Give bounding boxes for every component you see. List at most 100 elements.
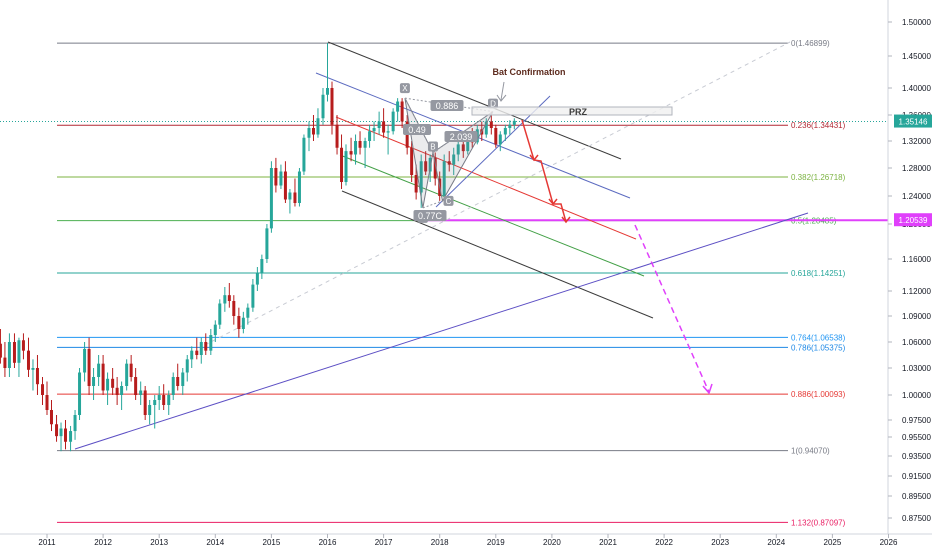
candle-body <box>349 151 353 155</box>
candle-body <box>302 137 306 172</box>
pattern-point-badge <box>399 83 410 94</box>
candle-body <box>83 348 87 373</box>
candle-body <box>190 350 194 360</box>
channel-lower-line <box>339 154 645 277</box>
fib-label-0: 0(1.46899) <box>791 39 830 48</box>
fib-label-0.382: 0.382(1.26718) <box>791 173 846 182</box>
projection-path-magenta <box>634 224 710 393</box>
candle-body <box>199 342 203 355</box>
candle-body <box>21 340 25 351</box>
candle-body <box>377 121 381 128</box>
pattern-ratio-badge <box>444 131 478 142</box>
y-tick-label: 1.06000 <box>902 338 931 347</box>
candle-body <box>400 101 404 122</box>
candle-body <box>185 359 189 373</box>
candle-body <box>55 424 59 437</box>
x-tick-label: 2026 <box>880 538 898 547</box>
candle-body <box>279 171 283 186</box>
pattern-ratio-badge <box>430 100 464 111</box>
candle-body <box>209 335 213 351</box>
candle-body <box>330 88 334 125</box>
candle-body <box>26 350 30 370</box>
pattern-ratio-label: 0.886 <box>436 101 459 111</box>
candle-body <box>218 303 222 325</box>
candle-body <box>101 363 105 391</box>
candle-body <box>35 368 39 385</box>
candle-body <box>227 295 231 301</box>
candle-body <box>307 128 311 138</box>
channel-median-line <box>335 116 637 240</box>
candle-body <box>419 161 423 193</box>
candle-body <box>498 134 502 145</box>
candle-body <box>3 357 7 368</box>
candle-body <box>274 168 278 186</box>
candle-body <box>120 386 124 395</box>
fib-label-1: 1(0.94070) <box>791 447 830 456</box>
candle-body <box>78 372 82 415</box>
candle-body <box>335 124 339 148</box>
candle-body <box>414 175 418 193</box>
candle-body <box>396 101 400 112</box>
candle-body <box>386 131 390 133</box>
candle-body <box>410 147 414 175</box>
x-tick-label: 2021 <box>599 538 617 547</box>
x-tick-label: 2016 <box>319 538 337 547</box>
candle-body <box>484 121 488 135</box>
candle-body <box>204 342 208 351</box>
candle-body <box>456 144 460 155</box>
y-tick-label: 0.91500 <box>902 472 931 481</box>
candle-body <box>283 171 287 200</box>
fib-label-1.132: 1.132(0.87097) <box>791 518 846 527</box>
candle-body <box>153 400 157 405</box>
pattern-point-badge <box>487 98 498 109</box>
candle-body <box>297 171 301 203</box>
candle-body <box>241 317 245 329</box>
x-tick-label: 2014 <box>206 538 224 547</box>
x-tick-label: 2022 <box>655 538 673 547</box>
candle-body <box>171 377 175 395</box>
candle-body <box>265 228 269 259</box>
candle-body <box>213 324 217 336</box>
candle-body <box>442 161 446 196</box>
candle-body <box>157 395 161 400</box>
candle-body <box>354 141 358 155</box>
y-tick-label: 1.24000 <box>902 192 931 201</box>
projection-arrowhead-magenta <box>702 383 713 395</box>
candle-body <box>512 120 516 125</box>
x-tick-label: 2015 <box>263 538 281 547</box>
candle-body <box>466 137 470 152</box>
projection-arrow-layer <box>521 119 713 395</box>
channel-bottom-line <box>341 190 654 319</box>
pattern-ratio-label: 0.77C <box>418 211 443 221</box>
candle-body <box>0 343 2 358</box>
candle-body <box>64 428 68 442</box>
candle-body <box>288 192 292 200</box>
pattern-ratio-label: 2.039 <box>450 132 473 142</box>
candle-body <box>31 368 35 370</box>
highlight-price-text: 1.20539 <box>899 216 928 225</box>
candle-body <box>424 161 428 172</box>
projection-arrowhead-red <box>548 198 558 206</box>
long-term-support-line <box>74 212 809 450</box>
fib-label-0.236: 0.236(1.34431) <box>791 121 846 130</box>
y-tick-label: 1.16000 <box>902 255 931 264</box>
candle-body <box>494 128 498 145</box>
confirmation-arrowhead <box>496 94 507 102</box>
prz-label: PRZ <box>569 107 588 117</box>
candle-body <box>106 378 110 391</box>
y-tick-label: 1.09000 <box>902 312 931 321</box>
y-tick-label: 0.95500 <box>902 433 931 442</box>
candle-body <box>311 128 315 135</box>
candle-body <box>503 128 507 135</box>
candle-body <box>428 157 432 172</box>
candle-body <box>326 88 329 95</box>
candle-body <box>461 144 465 152</box>
x-tick-label: 2024 <box>767 538 785 547</box>
candle-body <box>489 121 493 128</box>
candle-body <box>12 342 16 363</box>
y-tick-label: 1.40000 <box>902 84 931 93</box>
x-tick-label: 2012 <box>94 538 112 547</box>
